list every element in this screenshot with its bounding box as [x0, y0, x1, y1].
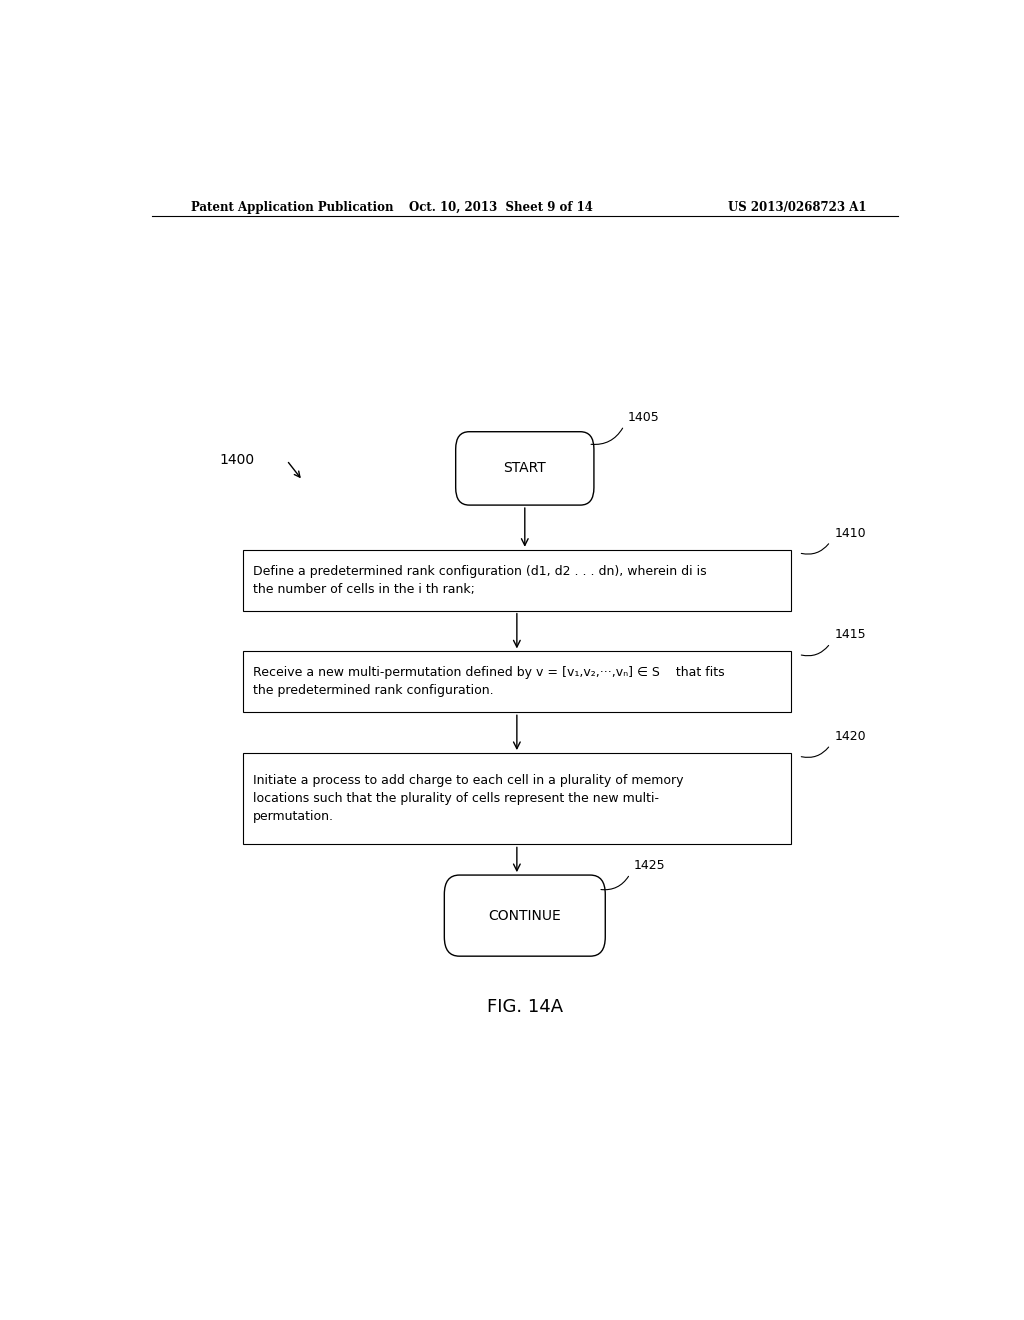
Text: Initiate a process to add charge to each cell in a plurality of memory
locations: Initiate a process to add charge to each… — [253, 775, 683, 824]
Text: Patent Application Publication: Patent Application Publication — [191, 201, 394, 214]
Text: 1425: 1425 — [634, 859, 666, 873]
Text: 1405: 1405 — [628, 411, 659, 424]
Text: FIG. 14A: FIG. 14A — [486, 998, 563, 1016]
Text: Receive a new multi-permutation defined by v = [v₁,v₂,···,vₙ] ∈ S    that fits
t: Receive a new multi-permutation defined … — [253, 667, 724, 697]
Text: 1400: 1400 — [220, 453, 255, 467]
Text: Define a predetermined rank configuration (d1, d2 . . . dn), wherein di is
the n: Define a predetermined rank configuratio… — [253, 565, 707, 595]
FancyBboxPatch shape — [444, 875, 605, 956]
Text: 1420: 1420 — [835, 730, 866, 743]
Text: 1415: 1415 — [835, 628, 866, 642]
Text: CONTINUE: CONTINUE — [488, 908, 561, 923]
Text: Oct. 10, 2013  Sheet 9 of 14: Oct. 10, 2013 Sheet 9 of 14 — [409, 201, 593, 214]
Text: 1410: 1410 — [835, 527, 866, 540]
Text: US 2013/0268723 A1: US 2013/0268723 A1 — [727, 201, 866, 214]
Text: START: START — [504, 462, 546, 475]
FancyBboxPatch shape — [456, 432, 594, 506]
FancyBboxPatch shape — [243, 549, 791, 611]
FancyBboxPatch shape — [243, 752, 791, 845]
FancyBboxPatch shape — [243, 651, 791, 713]
